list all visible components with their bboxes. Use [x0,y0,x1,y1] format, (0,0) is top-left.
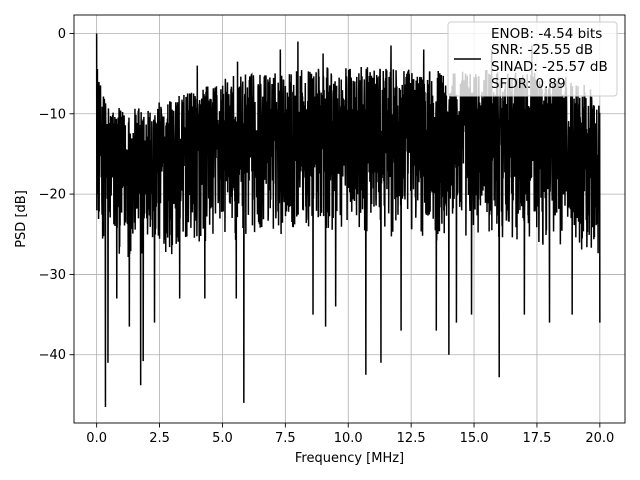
x-axis-ticks: 0.0 2.5 5.0 7.5 10.0 12.5 15.0 17.5 20.0 [86,423,614,446]
x-tick-label: 17.5 [522,431,551,446]
x-tick-label: 2.5 [149,431,170,446]
x-tick-label: 12.5 [397,431,426,446]
y-tick-label: −20 [39,188,66,203]
legend-entry-sfdr: SFDR: 0.89 [491,76,566,92]
legend-box [447,21,618,97]
y-axis-label: PSD [dB] [14,190,29,248]
psd-series-line [95,33,601,407]
y-axis-ticks: 0 −10 −20 −30 −40 [39,27,74,363]
x-tick-label: 7.5 [275,431,296,446]
y-tick-label: −10 [39,107,66,122]
x-axis-label: Frequency [MHz] [295,451,404,466]
plot-frame [73,14,626,424]
x-tick-label: 5.0 [212,431,233,446]
legend-entry-snr: SNR: -25.55 dB [491,42,593,58]
x-tick-label: 10.0 [334,431,363,446]
x-tick-label: 0.0 [86,431,107,446]
y-tick-label: −40 [39,348,66,363]
legend-entry-sinad: SINAD: -25.57 dB [491,59,608,75]
legend: ENOB: -4.54 bits SNR: -25.55 dB SINAD: -… [447,21,618,97]
y-tick-label: 0 [58,27,66,42]
y-tick-label: −30 [39,268,66,283]
x-tick-label: 20.0 [585,431,614,446]
legend-entry-enob: ENOB: -4.54 bits [491,26,602,42]
x-tick-label: 15.0 [460,431,489,446]
